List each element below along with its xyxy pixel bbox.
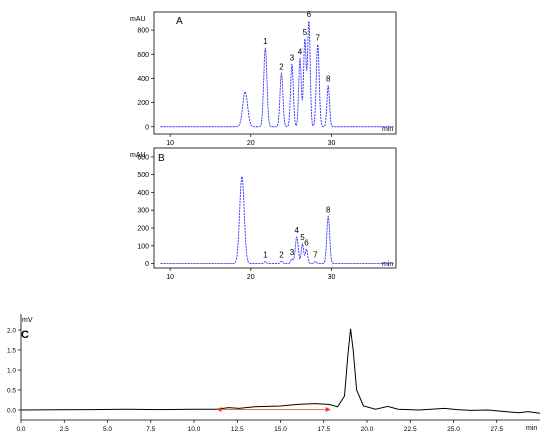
panel-b-peak-label: 1 <box>263 250 268 259</box>
panel-c-x-tick-label: 10.0 <box>188 426 201 433</box>
panel-a-peak-label: 3 <box>290 54 295 63</box>
panel-b-peak-label: 3 <box>290 248 295 257</box>
panel-c-x-tick-label: 22.5 <box>404 426 417 433</box>
panel-c-x-tick-label: 12.5 <box>231 426 244 433</box>
panel-b-x-tick-label: 30 <box>328 274 336 281</box>
range-arrow-left-head <box>216 407 222 412</box>
panel-b-y-tick-label: 300 <box>137 208 149 215</box>
panel-c-x-tick-label: 20.0 <box>361 426 374 433</box>
panel-b-peak-label: 7 <box>313 250 318 259</box>
panel-c-x-tick-label: 27.5 <box>490 426 503 433</box>
panel-a-peak-label: 1 <box>263 37 268 46</box>
panel-a-unit-label: mAU <box>130 16 146 23</box>
panel-b-peak-label: 4 <box>295 226 300 235</box>
panel-a-peak-label: 5 <box>303 28 308 37</box>
panel-b-x-axis: 10 20 30 <box>166 268 335 281</box>
panel-c-y-axis: 0.0 0.5 1.0 1.5 2.0 <box>7 328 21 415</box>
panel-a-x-tick-label: 30 <box>328 140 336 147</box>
panel-a-peak-label: 2 <box>279 63 284 72</box>
chromatogram-panel-c: mV C min 0.0 0.5 1.0 1.5 2.0 0.0 2.5 5.0 7.5 10.… <box>7 314 541 433</box>
panel-b-x-tick-label: 20 <box>247 274 255 281</box>
panel-a-label: A <box>176 16 183 27</box>
chromatogram-panel-a: mAU A min 0 200 400 600 800 10 20 30 1 234 5 6 7 8 <box>130 10 397 147</box>
panel-b-y-tick-label: 600 <box>137 154 149 161</box>
panel-a-x-axis: 10 20 30 <box>166 134 335 147</box>
panel-c-label: C <box>21 329 29 341</box>
panel-a-y-tick-label: 0 <box>145 124 149 131</box>
panel-c-range-arrow <box>216 407 331 412</box>
panel-a-y-axis: 0 200 400 600 800 <box>137 28 154 131</box>
panel-c-x-tick-label: 25.0 <box>447 426 460 433</box>
panel-c-x-tick-label: 0.0 <box>16 426 25 433</box>
panel-c-x-unit-label: min <box>526 425 537 432</box>
panel-b-y-tick-label: 500 <box>137 172 149 179</box>
panel-c-x-tick-label: 17.5 <box>317 426 330 433</box>
panel-a-peak-label: 6 <box>307 10 312 19</box>
panel-a-y-tick-label: 600 <box>137 52 149 59</box>
panel-a-peak-labels: 1 234 5 6 7 8 <box>263 10 331 84</box>
panel-b-frame <box>153 147 397 269</box>
panel-b-y-tick-label: 200 <box>137 226 149 233</box>
panel-c-y-tick-label: 1.0 <box>7 368 16 375</box>
panel-a-peak-label: 7 <box>316 34 321 43</box>
panel-a-x-tick-label: 20 <box>247 140 255 147</box>
panel-c-y-tick-label: 1.5 <box>7 348 16 355</box>
panel-c-x-tick-label: 2.5 <box>60 426 69 433</box>
panel-a-x-tick-label: 10 <box>166 140 174 147</box>
panel-c-x-tick-label: 15.0 <box>274 426 287 433</box>
panel-c-x-tick-label: 5.0 <box>103 426 112 433</box>
panel-c-x-tick-label: 7.5 <box>146 426 155 433</box>
panel-a-peak-label: 4 <box>298 47 303 56</box>
panel-b-y-tick-label: 0 <box>145 261 149 268</box>
panel-a-y-tick-label: 400 <box>137 76 149 83</box>
panel-c-y-tick-label: 2.0 <box>7 328 16 335</box>
panel-b-peak-label: 2 <box>279 250 284 259</box>
panel-b-peak-label: 5 <box>300 233 305 242</box>
panel-c-x-axis: 0.0 2.5 5.0 7.5 10.0 12.5 15.0 17.5 20.0 22.5 25.0… <box>16 420 503 433</box>
panel-a-peak-label: 8 <box>326 75 331 84</box>
panel-b-peak-label: 8 <box>326 205 331 214</box>
panel-c-y-tick-label: 0.5 <box>7 388 16 395</box>
panel-a-frame <box>153 11 397 135</box>
panel-b-y-tick-label: 100 <box>137 243 149 250</box>
panel-a-trace <box>160 20 394 128</box>
panel-b-unit-label: mAU <box>130 152 146 159</box>
panel-b-label: B <box>158 153 165 164</box>
panel-b-trace <box>160 175 394 265</box>
panel-c-unit-label: mV <box>22 317 33 324</box>
panel-a-x-unit-label: min <box>382 126 393 133</box>
panel-c-y-tick-label: 0.0 <box>7 408 16 415</box>
panel-a-y-tick-label: 200 <box>137 100 149 107</box>
panel-c-trace <box>20 328 541 414</box>
panel-a-y-tick-label: 800 <box>137 28 149 35</box>
panel-b-y-tick-label: 400 <box>137 190 149 197</box>
range-arrow-right-head <box>325 407 331 412</box>
panel-b-y-axis: 0 100 200 300 400 500 600 <box>137 154 154 268</box>
panel-b-x-tick-label: 10 <box>166 274 174 281</box>
panel-b-peak-label: 6 <box>304 238 309 247</box>
panel-b-x-unit-label: min <box>382 261 393 268</box>
